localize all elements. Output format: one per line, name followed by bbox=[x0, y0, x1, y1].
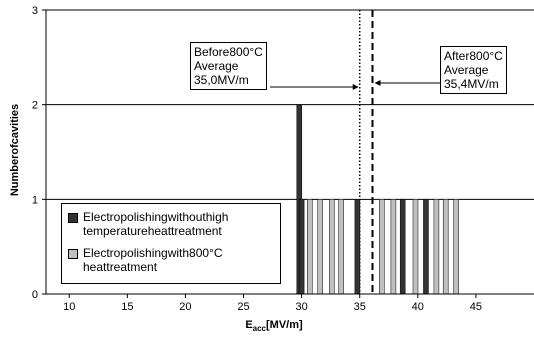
legend-swatch-dark bbox=[68, 213, 78, 223]
legend-item-without-heat-treatment: Electropolishingwithouthigh temperatureh… bbox=[68, 210, 273, 238]
bar bbox=[423, 199, 429, 295]
legend-label: Electropolishingwith800°C bbox=[83, 246, 223, 260]
annotation-line: After800°C bbox=[444, 49, 503, 63]
x-axis-label: Eacc[MV/m] bbox=[245, 319, 303, 333]
legend-label: heattreatment bbox=[83, 260, 158, 274]
y-tick-label: 2 bbox=[32, 100, 38, 112]
bar bbox=[307, 199, 313, 295]
legend-swatch-light bbox=[68, 249, 78, 259]
legend-item-with-heat-treatment: Electropolishingwith800°C heattreatment bbox=[68, 246, 273, 274]
x-tick-label: 10 bbox=[63, 301, 75, 313]
bar bbox=[399, 199, 406, 295]
bar bbox=[354, 199, 361, 295]
x-tick-label: 30 bbox=[295, 301, 307, 313]
x-tick-label: 25 bbox=[237, 301, 249, 313]
y-tick-label: 1 bbox=[32, 194, 38, 206]
bar bbox=[453, 199, 459, 295]
annotation-after: After800°C Average 35,4MV/m bbox=[440, 46, 507, 94]
x-tick-label: 40 bbox=[412, 301, 424, 313]
bar bbox=[412, 199, 419, 295]
axes bbox=[42, 9, 534, 298]
y-tick-labels: 0 1 2 3 bbox=[32, 5, 38, 301]
x-tick-label: 45 bbox=[470, 301, 482, 313]
bar bbox=[338, 199, 344, 295]
annotation-line: Before800°C bbox=[194, 45, 263, 59]
annotation-before: Before800°C Average 35,0MV/m bbox=[190, 42, 267, 90]
reference-lines bbox=[358, 10, 374, 294]
legend-label: Electropolishingwithouthigh bbox=[83, 210, 229, 224]
annotation-arrows bbox=[270, 80, 440, 90]
legend-label: temperatureheattreatment bbox=[83, 224, 222, 238]
bar bbox=[379, 199, 385, 295]
annotation-line: 35,4MV/m bbox=[444, 77, 499, 91]
arrowhead-after bbox=[374, 80, 381, 86]
x-tick-label: 20 bbox=[179, 301, 191, 313]
bar bbox=[317, 199, 323, 295]
bar bbox=[442, 199, 449, 295]
x-tick-label: 15 bbox=[121, 301, 133, 313]
bar bbox=[433, 199, 440, 295]
bar bbox=[298, 199, 305, 295]
y-axis-label: Numberofcavities bbox=[9, 104, 21, 196]
x-tick-label: 35 bbox=[354, 301, 366, 313]
annotation-line: 35,0MV/m bbox=[194, 73, 249, 87]
legend: Electropolishingwithouthigh temperatureh… bbox=[61, 203, 281, 284]
annotation-line: Average bbox=[194, 59, 239, 73]
bar bbox=[390, 199, 397, 295]
annotation-line: Average bbox=[444, 63, 489, 77]
y-tick-label: 3 bbox=[32, 5, 38, 17]
grid-lines bbox=[46, 9, 534, 200]
x-tick-labels: 10 15 20 25 30 35 40 45 bbox=[63, 301, 482, 313]
y-tick-label: 0 bbox=[32, 289, 38, 301]
arrowhead-before bbox=[352, 84, 359, 90]
bar bbox=[329, 199, 335, 295]
